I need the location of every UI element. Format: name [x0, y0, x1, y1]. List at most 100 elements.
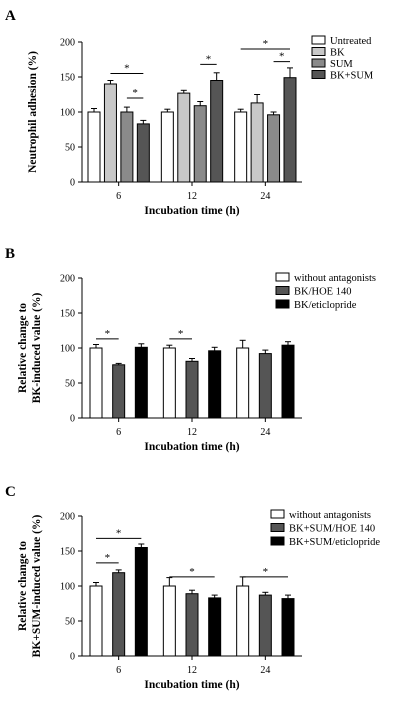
significance-marker: * — [263, 38, 269, 50]
bar — [185, 593, 199, 657]
panel-a: A 0 50 100 150 200 Neutrophil adhesion (%) 6 12 2… — [5, 8, 374, 217]
y-tick-label: 0 — [70, 178, 75, 189]
bar — [134, 346, 148, 419]
panel-letter: A — [5, 8, 16, 24]
bar — [281, 598, 295, 657]
legend-swatch — [275, 299, 290, 309]
y-axis-title: BK-induced value (%) — [31, 293, 43, 404]
bar — [89, 585, 103, 657]
x-tick-label: 6 — [116, 665, 121, 676]
y-axis-title: Relative change to — [17, 541, 29, 631]
legend-label: BK/HOE 140 — [294, 287, 351, 298]
y-tick-label: 0 — [70, 652, 75, 663]
legend-label: BK/eticlopride — [294, 300, 357, 311]
x-axis-title: Incubation time (h) — [144, 441, 239, 453]
x-tick-label: 24 — [260, 191, 270, 202]
legend-swatch — [311, 35, 326, 45]
legend-label: without antagonists — [294, 273, 376, 284]
legend-label: SUM — [330, 59, 353, 70]
legend-label: BK+SUM/eticlopride — [289, 537, 380, 548]
legend-swatch — [275, 286, 290, 295]
bar — [162, 585, 176, 657]
legend-swatch — [270, 536, 285, 546]
x-axis-title: Incubation time (h) — [144, 205, 239, 217]
bar — [134, 547, 148, 657]
bar — [177, 92, 191, 183]
bar — [283, 77, 297, 183]
panel-c: C 0 50 100 150 200 Relative change to BK+SUM-in… — [5, 484, 380, 691]
x-axis-title: Incubation time (h) — [144, 679, 239, 691]
bar — [258, 594, 272, 657]
x-tick-label: 12 — [187, 427, 197, 438]
bar — [234, 111, 248, 183]
panel-letter: B — [5, 246, 15, 262]
bar — [112, 572, 126, 657]
y-tick-label: 100 — [60, 582, 75, 593]
significance-marker: * — [206, 53, 212, 65]
bar — [208, 350, 222, 419]
x-tick-label: 24 — [260, 427, 270, 438]
significance-marker: * — [263, 566, 269, 578]
y-axis-title: Neutrophil adhesion (%) — [27, 51, 39, 173]
significance-marker: * — [116, 527, 122, 539]
bar — [193, 105, 207, 183]
significance-marker: * — [132, 87, 138, 99]
x-tick-label: 6 — [116, 427, 121, 438]
significance-marker: * — [279, 51, 285, 63]
legend-label: BK+SUM — [330, 71, 374, 82]
legend-swatch — [270, 523, 285, 532]
legend-label: without antagonists — [289, 510, 371, 521]
legend-label: BK+SUM/HOE 140 — [289, 524, 375, 535]
legend-swatch — [311, 58, 326, 68]
x-tick-label: 12 — [187, 665, 197, 676]
legend-swatch — [275, 272, 290, 282]
bar — [267, 114, 281, 183]
x-tick-label: 6 — [116, 191, 121, 202]
significance-marker: * — [124, 63, 130, 75]
legend-swatch — [311, 70, 326, 79]
bar — [185, 360, 199, 419]
y-tick-label: 150 — [60, 73, 75, 84]
bar — [112, 364, 126, 419]
y-tick-label: 200 — [60, 38, 75, 49]
y-tick-label: 150 — [60, 547, 75, 558]
legend-label: BK — [330, 48, 345, 59]
bar — [236, 585, 250, 657]
panel-letter: C — [5, 484, 16, 500]
significance-marker: * — [178, 328, 184, 340]
bar — [258, 353, 272, 419]
legend-swatch — [311, 47, 326, 56]
bar — [236, 347, 250, 419]
x-tick-label: 12 — [187, 191, 197, 202]
bar — [89, 347, 103, 419]
bar — [210, 80, 224, 183]
bar — [160, 111, 174, 183]
y-axis-title: Relative change to — [17, 303, 29, 393]
significance-marker: * — [105, 328, 111, 340]
y-axis-title: BK+SUM-induced value (%) — [31, 515, 43, 658]
bar — [103, 83, 117, 183]
bar — [250, 102, 264, 183]
legend-swatch — [270, 509, 285, 519]
bar — [120, 111, 134, 183]
significance-marker: * — [105, 552, 111, 564]
y-tick-label: 50 — [65, 617, 75, 628]
bar — [136, 123, 150, 183]
legend-label: Untreated — [330, 36, 372, 47]
bar — [281, 344, 295, 419]
x-tick-label: 24 — [260, 665, 270, 676]
bar — [162, 347, 176, 419]
panel-b: B 0 50 100 150 200 Relative change to BK-induce… — [5, 246, 376, 453]
significance-marker: * — [189, 566, 195, 578]
y-tick-label: 100 — [60, 108, 75, 119]
y-tick-label: 200 — [60, 274, 75, 285]
y-tick-label: 50 — [65, 379, 75, 390]
bar — [208, 597, 222, 657]
y-tick-label: 100 — [60, 344, 75, 355]
y-tick-label: 50 — [65, 143, 75, 154]
y-tick-label: 0 — [70, 414, 75, 425]
bar — [87, 111, 101, 183]
y-tick-label: 150 — [60, 309, 75, 320]
y-tick-label: 200 — [60, 512, 75, 523]
